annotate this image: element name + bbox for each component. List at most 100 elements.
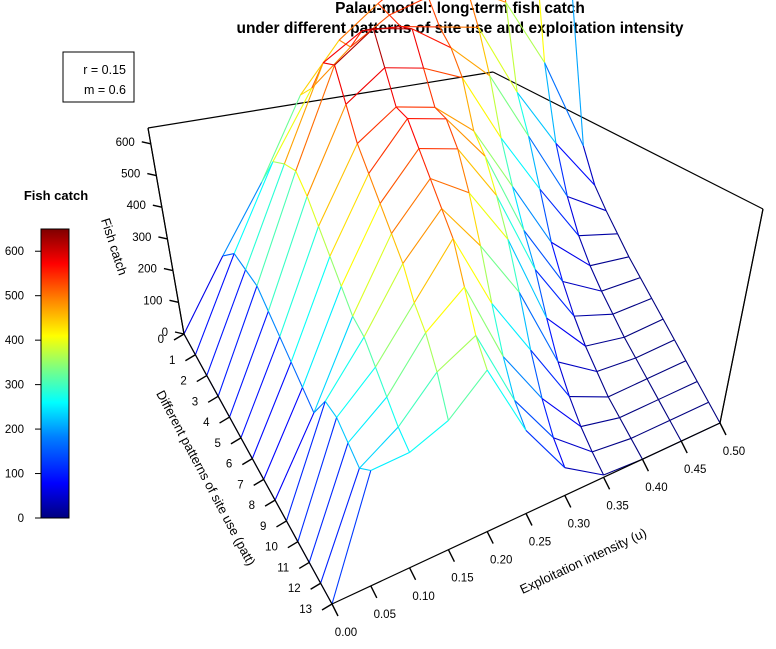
surface-edge — [463, 286, 477, 336]
surface-edge — [233, 161, 274, 254]
surface-edge — [359, 467, 371, 472]
surface-edge — [256, 170, 297, 287]
surface-edge — [496, 195, 536, 270]
patt-axis-label: Different patterns of site use (patt) — [153, 388, 258, 568]
surface-edge — [539, 188, 580, 237]
u-tick — [564, 495, 572, 508]
chart-title: Palau-model: long-term fish catch — [335, 0, 585, 17]
surface-edge — [646, 378, 659, 400]
surface-edge — [313, 400, 326, 414]
surface-edge — [607, 396, 621, 418]
surface-edge — [585, 336, 625, 347]
surface-edge — [669, 420, 682, 442]
surface-edge — [263, 387, 303, 480]
surface-edge — [320, 468, 360, 584]
surface-edge — [566, 196, 580, 236]
z-tick-label: 0 — [162, 327, 168, 339]
patt-tick-label: 7 — [237, 479, 243, 491]
surface-edge — [557, 361, 597, 373]
surface-edge — [658, 380, 698, 401]
surface-edge — [388, 14, 402, 27]
surface-edge — [368, 118, 408, 174]
surface-edge — [324, 400, 338, 418]
surface-edge — [708, 401, 721, 424]
u-tick-label: 0.40 — [645, 482, 667, 494]
surface-edge — [612, 313, 625, 338]
surface-edge — [450, 47, 463, 78]
surface-edge — [541, 398, 582, 427]
surface-edge — [578, 233, 618, 237]
surface-edge — [461, 77, 502, 139]
z-tick — [163, 267, 174, 272]
param-m: m = 0.6 — [84, 83, 126, 97]
z-tick-label: 400 — [127, 200, 146, 212]
u-tick-label: 0.05 — [374, 609, 396, 621]
surface-edge — [313, 316, 354, 414]
patt-tick-label: 12 — [288, 583, 301, 595]
surface-edge — [331, 470, 372, 605]
patt-tick — [241, 458, 253, 466]
patt-tick-label: 6 — [226, 459, 232, 471]
surface-edge — [601, 277, 641, 292]
surface-edge — [530, 349, 543, 399]
surface-edge — [347, 442, 360, 469]
surface-edge — [411, 28, 425, 69]
surface-edge — [573, 315, 586, 347]
surface-edge — [352, 315, 365, 338]
u-tick — [331, 603, 339, 617]
surface-edge — [345, 67, 386, 105]
patt-tick — [185, 354, 196, 362]
surface-edge — [425, 286, 465, 334]
surface-edge — [518, 292, 532, 351]
surface-edge — [507, 239, 520, 293]
surface-edge — [489, 75, 530, 137]
surface-edge — [502, 356, 516, 401]
surface-edge — [619, 399, 659, 419]
param-r: r = 0.15 — [83, 63, 126, 77]
surface-edge — [386, 332, 427, 398]
surface-edge — [233, 253, 247, 271]
surface-edge — [651, 298, 664, 320]
box-edge — [719, 208, 764, 424]
surface-edge — [662, 318, 675, 341]
surface-edge — [363, 336, 376, 368]
surface-edge — [297, 417, 338, 542]
surface-edge — [523, 230, 536, 270]
surface-edge — [507, 239, 548, 319]
surface-edge — [538, 0, 546, 63]
surface-edge — [324, 336, 365, 402]
surface-edge — [673, 339, 687, 361]
surface-edge — [229, 311, 269, 418]
surface-edge — [696, 381, 710, 403]
u-tick — [719, 422, 727, 436]
z-tick — [152, 204, 162, 208]
surface-edge — [495, 195, 509, 240]
surface-edge — [359, 426, 399, 469]
surface-edge — [528, 136, 541, 190]
surface-edge — [374, 302, 415, 368]
u-tick — [680, 440, 688, 454]
surface-edge — [657, 399, 671, 421]
u-tick-label: 0.15 — [451, 573, 473, 585]
surface-edge — [516, 92, 530, 137]
surface-edge — [512, 186, 552, 243]
surface-edge — [685, 360, 698, 382]
surface-edge — [413, 302, 427, 333]
surface-edge — [552, 437, 566, 468]
surface-edge — [336, 417, 349, 444]
surface-edge — [528, 135, 568, 197]
u-tick-label: 0.00 — [335, 627, 357, 639]
surface-edge — [183, 255, 224, 335]
patt-tick-label: 2 — [180, 376, 186, 388]
surface-edge — [477, 27, 491, 76]
surface-edge — [267, 311, 281, 337]
surface-edge — [468, 192, 481, 246]
surface-edge — [439, 26, 452, 48]
surface-edge — [279, 336, 292, 363]
u-tick-label: 0.20 — [490, 555, 512, 567]
surface-mesh — [183, 0, 721, 605]
surface-edge — [409, 420, 449, 453]
surface-edge — [469, 0, 479, 28]
u-tick — [447, 549, 456, 563]
surface-edge — [553, 437, 593, 453]
